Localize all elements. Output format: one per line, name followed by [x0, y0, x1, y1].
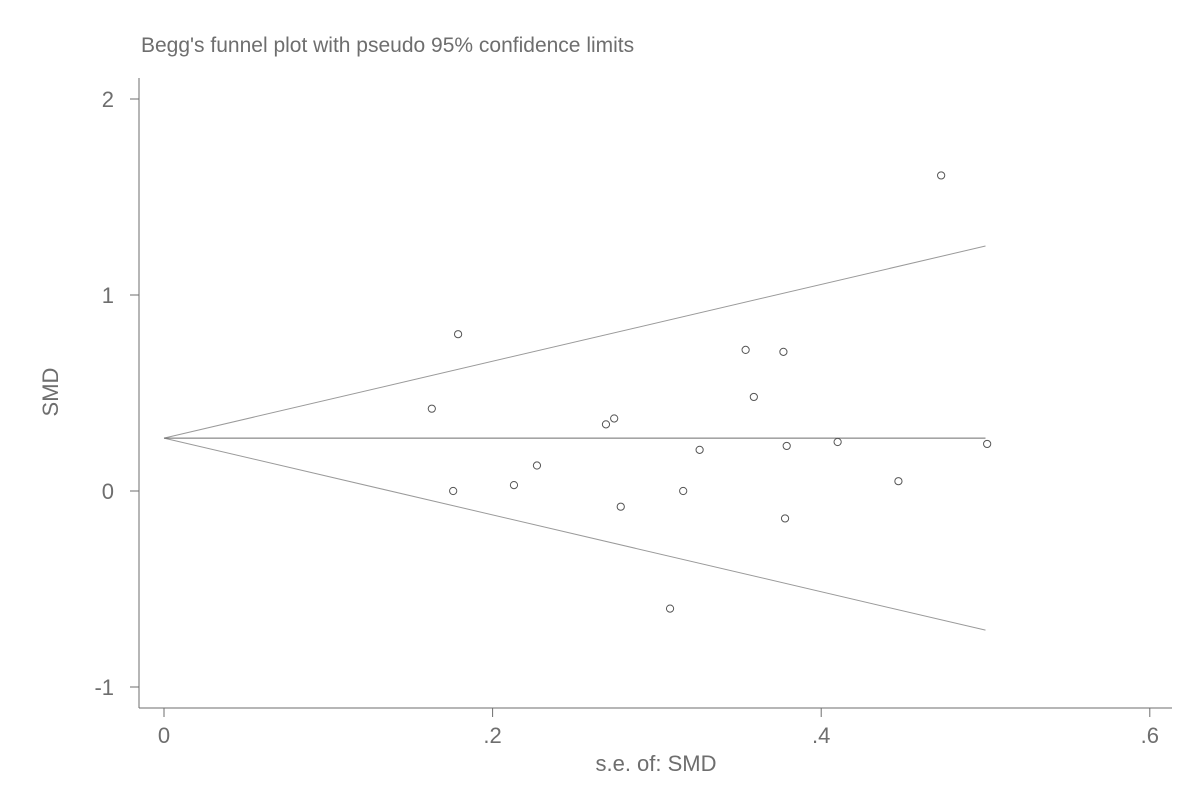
study-point — [782, 441, 791, 451]
study-point — [616, 502, 625, 511]
study-point — [509, 481, 519, 490]
study-point — [601, 420, 611, 429]
plot-region: -1 0 1 2 0 .2 .4 .6 — [94, 78, 1172, 748]
x-tick-label: .4 — [812, 723, 830, 748]
study-point — [779, 347, 788, 356]
x-tick-label: 0 — [158, 723, 170, 748]
funnel-lines — [163, 245, 986, 631]
x-axis-label: s.e. of: SMD — [595, 751, 716, 776]
study-point — [833, 437, 842, 447]
y-tick-label: 2 — [102, 87, 114, 112]
study-point — [453, 330, 463, 339]
study-point — [449, 486, 458, 496]
study-points — [427, 171, 992, 613]
study-point — [695, 445, 704, 454]
y-axis-ticks: -1 0 1 2 — [94, 87, 139, 700]
study-point — [427, 404, 436, 413]
x-tick-label: .2 — [483, 723, 501, 748]
y-axis-label: SMD — [38, 368, 63, 417]
x-tick-label: .6 — [1141, 723, 1159, 748]
study-point — [665, 604, 675, 613]
study-point — [937, 171, 946, 180]
study-point — [749, 392, 758, 402]
y-tick-label: -1 — [94, 675, 114, 700]
lower-confidence-limit-line — [163, 437, 986, 631]
study-point — [894, 477, 903, 486]
study-point — [741, 345, 750, 354]
study-point — [780, 514, 790, 523]
x-axis-ticks: 0 .2 .4 .6 — [158, 708, 1159, 748]
study-point — [532, 461, 542, 470]
y-tick-label: 0 — [102, 479, 114, 504]
study-point — [610, 414, 619, 423]
y-tick-label: 1 — [102, 283, 114, 308]
study-point — [983, 439, 992, 449]
upper-confidence-limit-line — [163, 245, 986, 439]
chart-title: Begg's funnel plot with pseudo 95% confi… — [141, 34, 634, 57]
study-point — [679, 486, 688, 496]
